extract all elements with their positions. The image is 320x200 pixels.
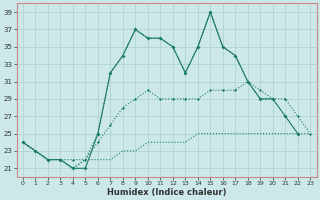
X-axis label: Humidex (Indice chaleur): Humidex (Indice chaleur) [107, 188, 226, 197]
